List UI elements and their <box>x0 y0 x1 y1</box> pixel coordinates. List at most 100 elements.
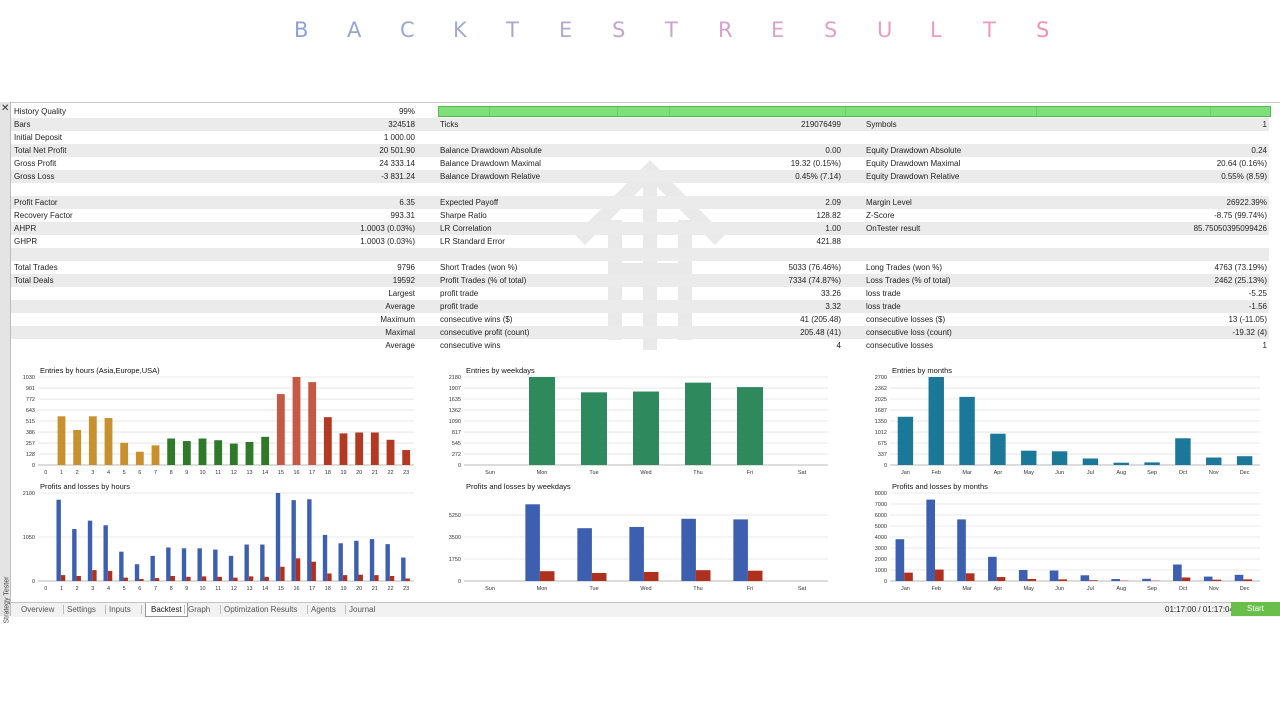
x-tick-label: 11 <box>215 586 221 592</box>
chart-bar <box>1173 564 1182 581</box>
chart-bar <box>747 570 763 581</box>
stat-label: Recovery Factor <box>14 211 73 220</box>
stat-label: Loss Trades (% of total) <box>866 276 951 285</box>
chart-bar <box>386 439 395 465</box>
chart-bar <box>581 392 607 465</box>
stat-label: loss trade <box>866 289 901 298</box>
chart-bar <box>1206 457 1222 465</box>
y-tick-label: 4000 <box>875 535 887 541</box>
chart-bar <box>103 525 108 581</box>
chart-bar <box>104 418 113 465</box>
x-tick-label: 4 <box>107 470 110 476</box>
start-button[interactable]: Start <box>1231 602 1280 616</box>
stat-value: 2462 (25.13%) <box>1214 276 1267 285</box>
tab-backtest[interactable]: Backtest <box>145 603 188 617</box>
tab-inputs[interactable]: Inputs <box>109 605 131 614</box>
side-bar <box>0 102 11 616</box>
x-tick-label: Tue <box>589 586 598 592</box>
y-tick-label: 6000 <box>875 513 887 519</box>
x-tick-label: 2 <box>76 586 79 592</box>
stat-label: Symbols <box>866 120 897 129</box>
close-icon[interactable]: ✕ <box>1 103 10 114</box>
y-tick-label: 1012 <box>875 430 887 436</box>
chart-bar <box>322 534 328 581</box>
y-tick-label: 1030 <box>23 375 35 381</box>
y-tick-label: 1635 <box>449 397 461 403</box>
chart-bar <box>260 544 265 581</box>
x-tick-label: 7 <box>154 470 157 476</box>
tab-agents[interactable]: Agents <box>311 605 336 614</box>
y-tick-label: 5250 <box>449 513 461 519</box>
stat-value: 0.45% (7.14) <box>795 172 841 181</box>
x-tick-label: 5 <box>123 586 126 592</box>
tab-overview[interactable]: Overview <box>21 605 55 614</box>
tab-graph[interactable]: Graph <box>188 605 211 614</box>
title-letter: E <box>559 18 573 42</box>
chart-title: Profits and losses by months <box>892 482 988 491</box>
stat-label: consecutive wins ($) <box>440 315 513 324</box>
title-letter: E <box>771 18 785 42</box>
side-label: Strategy Tester <box>3 576 11 624</box>
stat-label: Balance Drawdown Relative <box>440 172 541 181</box>
chart-bar <box>1175 438 1191 465</box>
chart-bar <box>529 377 555 465</box>
stat-value: 128.82 <box>816 211 841 220</box>
chart-bar <box>965 573 975 581</box>
chart-bar <box>311 561 316 581</box>
stat-value: 41 (205.48) <box>800 315 841 324</box>
chart-plot: 0 337 675 1012 1350 1687 2025 2362 2700 Jan Feb Mar… <box>875 375 1260 476</box>
y-tick-label: 515 <box>26 419 35 425</box>
x-tick-label: Oct <box>1179 470 1188 476</box>
stat-value: 26922.39% <box>1226 198 1267 207</box>
chart-bar <box>342 575 348 581</box>
chart-bar <box>629 526 644 581</box>
title-letter: U <box>877 18 893 42</box>
stat-label: Equity Drawdown Maximal <box>866 159 961 168</box>
stat-value: 0.24 <box>1251 146 1267 155</box>
x-tick-label: 0 <box>44 470 47 476</box>
x-tick-label: 6 <box>138 470 141 476</box>
y-tick-label: 8000 <box>875 491 887 497</box>
x-tick-label: Tue <box>589 470 598 476</box>
x-tick-label: 12 <box>231 586 237 592</box>
chart-bar <box>405 578 410 581</box>
tab-journal[interactable]: Journal <box>349 605 376 614</box>
chart-bar <box>327 573 332 581</box>
stat-value: Largest <box>388 289 415 298</box>
title-letter: S <box>1036 18 1050 42</box>
stat-value: 99% <box>398 107 415 116</box>
stat-label: Total Trades <box>14 263 58 272</box>
chart-bar <box>295 558 301 581</box>
chart-bar <box>72 529 77 581</box>
x-tick-label: 12 <box>231 470 237 476</box>
chart-bar <box>217 576 222 581</box>
stats-row: History Quality 99% <box>11 105 1269 118</box>
chart-bar <box>308 382 317 465</box>
stats-row: Recovery Factor 993.31 Sharpe Ratio 128.82 Z… <box>11 209 1269 222</box>
tab-settings[interactable]: Settings <box>67 605 96 614</box>
x-tick-label: 18 <box>325 470 331 476</box>
stats-row: Maximum consecutive wins ($) 41 (205.48) co… <box>11 313 1269 326</box>
stat-label: AHPR <box>14 224 37 233</box>
chart-bar <box>926 499 936 581</box>
tab-separator <box>220 605 221 614</box>
chart-bar <box>186 576 191 581</box>
stat-value: 993.31 <box>390 211 415 220</box>
chart-bar <box>154 578 160 581</box>
x-tick-label: 16 <box>293 586 299 592</box>
stat-value: 6.35 <box>399 198 415 207</box>
stat-label: Balance Drawdown Maximal <box>440 159 541 168</box>
x-tick-label: Mar <box>962 586 972 592</box>
stat-value: 2.09 <box>825 198 841 207</box>
chart-bar <box>354 540 359 581</box>
stat-label: consecutive profit (count) <box>440 328 530 337</box>
stat-label: GHPR <box>14 237 38 246</box>
x-tick-label: Wed <box>640 586 651 592</box>
tab-optimization-results[interactable]: Optimization Results <box>224 605 298 614</box>
stats-row <box>11 248 1269 261</box>
stat-label: Gross Loss <box>14 172 55 181</box>
stat-value: 13 (-11.05) <box>1228 315 1267 324</box>
stat-value: 1 000.00 <box>383 133 415 142</box>
stats-row: Bars 324518 Ticks 219076499 Symbols 1 <box>11 118 1269 131</box>
